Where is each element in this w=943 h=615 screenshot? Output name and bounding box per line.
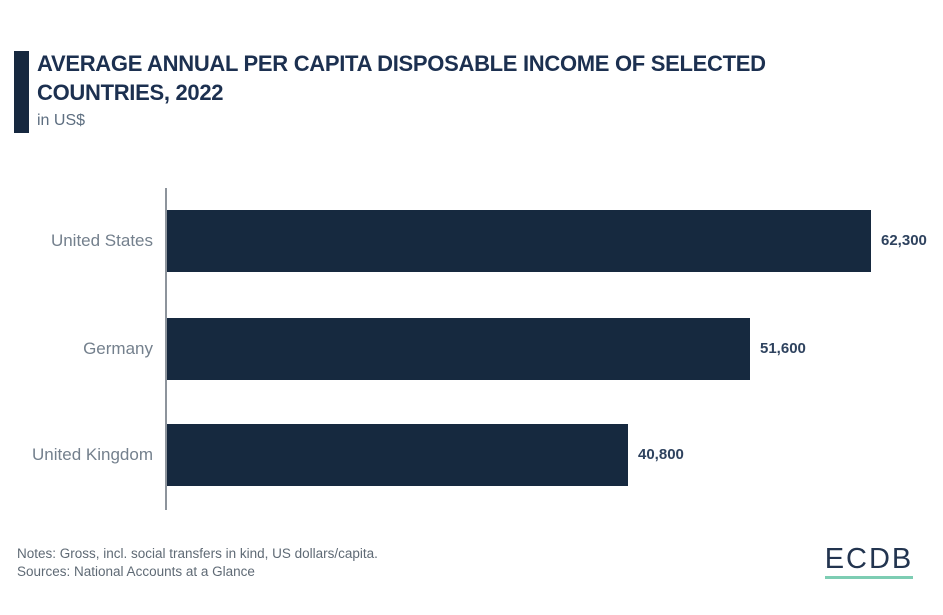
title-accent-bar <box>14 51 29 133</box>
value-label: 40,800 <box>638 446 684 463</box>
footnotes: Notes: Gross, incl. social transfers in … <box>17 545 378 581</box>
value-label: 51,600 <box>760 340 806 357</box>
sources-line: Sources: National Accounts at a Glance <box>17 564 255 579</box>
category-label: United Kingdom <box>32 445 153 464</box>
ecdb-logo-text: ECDB <box>824 543 914 575</box>
bar <box>167 318 750 380</box>
chart-subtitle: in US$ <box>37 112 86 129</box>
chart-title-line1: AVERAGE ANNUAL PER CAPITA DISPOSABLE INC… <box>37 51 766 76</box>
category-label: Germany <box>83 339 153 358</box>
y-axis-line <box>165 188 167 510</box>
chart-title: AVERAGE ANNUAL PER CAPITA DISPOSABLE INC… <box>37 49 917 107</box>
value-label: 62,300 <box>881 232 927 249</box>
ecdb-logo-underline <box>825 576 913 579</box>
ecdb-logo: ECDB <box>824 543 914 579</box>
chart-title-line2: COUNTRIES, 2022 <box>37 80 224 105</box>
category-label: United States <box>50 231 153 250</box>
bar <box>167 424 628 486</box>
bar <box>167 210 871 272</box>
notes-line: Notes: Gross, incl. social transfers in … <box>17 546 378 561</box>
